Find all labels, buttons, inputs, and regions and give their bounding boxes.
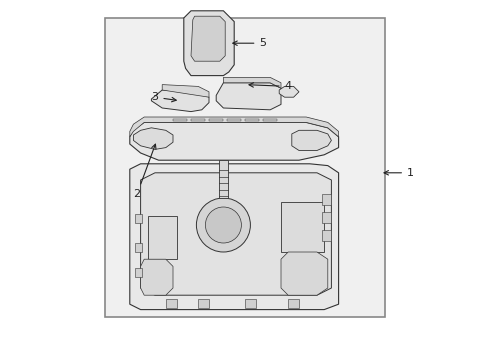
Circle shape bbox=[205, 207, 242, 243]
Bar bbox=[135, 243, 143, 252]
Polygon shape bbox=[173, 119, 187, 121]
Polygon shape bbox=[162, 85, 209, 97]
Bar bbox=[219, 160, 228, 198]
Polygon shape bbox=[279, 86, 299, 97]
Bar bbox=[148, 216, 176, 259]
Bar bbox=[322, 194, 331, 205]
Polygon shape bbox=[141, 173, 331, 295]
Bar bbox=[281, 202, 324, 252]
Bar bbox=[135, 214, 143, 223]
Bar bbox=[288, 259, 324, 288]
Polygon shape bbox=[263, 119, 277, 121]
Bar bbox=[322, 212, 331, 223]
Polygon shape bbox=[191, 16, 225, 61]
Text: 3: 3 bbox=[151, 92, 176, 102]
Bar bbox=[245, 299, 256, 308]
Polygon shape bbox=[130, 164, 339, 310]
Bar bbox=[322, 230, 331, 241]
Bar bbox=[148, 263, 166, 288]
Polygon shape bbox=[130, 122, 339, 160]
Polygon shape bbox=[141, 259, 173, 295]
Polygon shape bbox=[292, 130, 331, 150]
Text: 4: 4 bbox=[249, 81, 292, 91]
Bar bbox=[198, 299, 209, 308]
Polygon shape bbox=[227, 119, 242, 121]
Bar bbox=[104, 18, 386, 317]
Polygon shape bbox=[191, 119, 205, 121]
Polygon shape bbox=[216, 83, 281, 110]
Circle shape bbox=[196, 198, 250, 252]
Bar bbox=[135, 268, 143, 277]
Text: 1: 1 bbox=[384, 168, 414, 178]
Bar bbox=[166, 299, 176, 308]
Polygon shape bbox=[133, 128, 173, 149]
Polygon shape bbox=[130, 117, 339, 137]
Polygon shape bbox=[151, 90, 209, 112]
Polygon shape bbox=[184, 11, 234, 76]
Polygon shape bbox=[209, 119, 223, 121]
Bar bbox=[288, 299, 299, 308]
Polygon shape bbox=[223, 77, 281, 88]
Polygon shape bbox=[281, 252, 328, 295]
Text: 5: 5 bbox=[233, 38, 267, 48]
Polygon shape bbox=[245, 119, 259, 121]
Text: 2: 2 bbox=[133, 144, 156, 199]
